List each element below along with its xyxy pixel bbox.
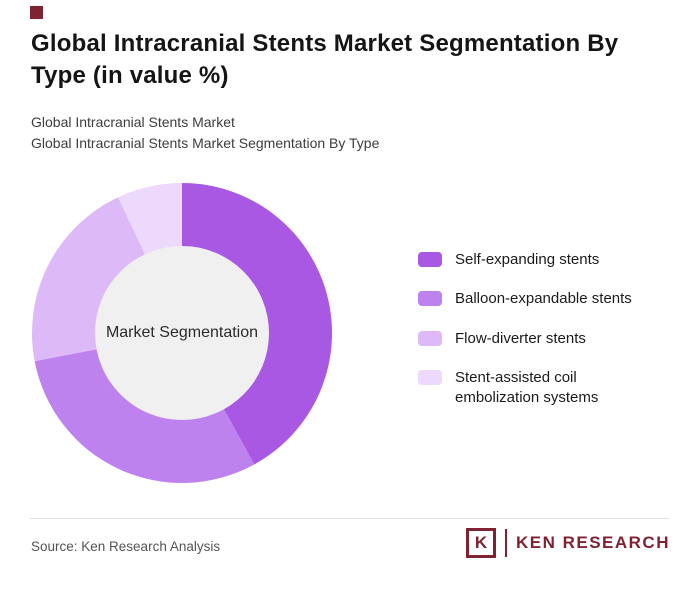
subtitle-segmentation: Global Intracranial Stents Market Segmen… bbox=[31, 135, 380, 151]
subtitle-market: Global Intracranial Stents Market bbox=[31, 114, 235, 130]
logo-separator bbox=[504, 529, 507, 557]
donut-chart: Market Segmentation bbox=[32, 183, 332, 483]
legend-label: Stent-assisted coil embolization systems bbox=[455, 368, 599, 406]
legend-item-stent-assisted-coil: Stent-assisted coil embolization systems bbox=[418, 368, 654, 409]
logo-k-icon: K bbox=[465, 528, 496, 558]
legend-swatch bbox=[418, 330, 442, 346]
chart-legend: Self-expanding stents Balloon-expandable… bbox=[418, 250, 654, 427]
legend-item-self-expanding: Self-expanding stents bbox=[418, 250, 654, 270]
footer-divider bbox=[30, 518, 670, 519]
legend-label: Balloon-expandable stents bbox=[455, 290, 632, 308]
legend-item-balloon-expandable: Balloon-expandable stents bbox=[418, 289, 654, 309]
legend-label: Flow-diverter stents bbox=[455, 329, 586, 347]
legend-swatch bbox=[418, 291, 442, 307]
accent-square bbox=[30, 6, 43, 19]
legend-swatch bbox=[418, 369, 442, 385]
legend-label: Self-expanding stents bbox=[455, 251, 600, 268]
logo-brand-text: KEN RESEARCH bbox=[515, 533, 670, 552]
donut-center-label: Market Segmentation bbox=[95, 246, 269, 420]
legend-item-flow-diverter: Flow-diverter stents bbox=[418, 329, 654, 349]
legend-swatch bbox=[418, 252, 442, 267]
page-title: Global Intracranial Stents Market Segmen… bbox=[31, 30, 619, 89]
source-text: Source: Ken Research Analysis bbox=[31, 539, 221, 554]
ken-research-logo: K KEN RESEARCH bbox=[465, 528, 670, 558]
